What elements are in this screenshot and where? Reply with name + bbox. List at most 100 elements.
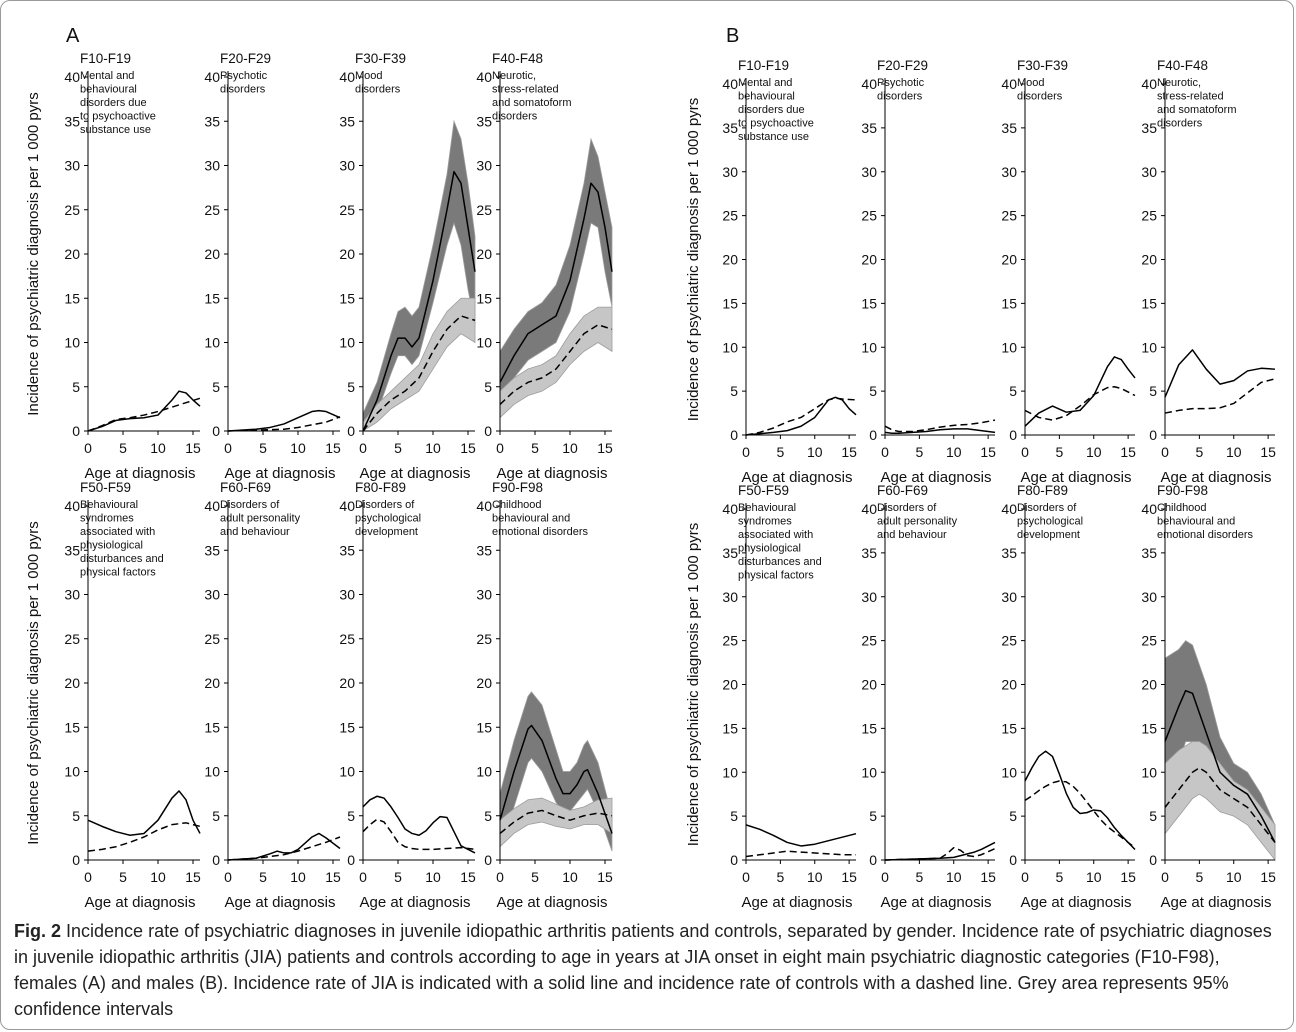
y-tick-label: 40 <box>1141 501 1157 517</box>
x-tick-label: 15 <box>597 869 613 885</box>
y-tick-label: 35 <box>476 542 492 558</box>
category-line: disturbances and <box>738 556 822 568</box>
y-tick-label: 15 <box>476 290 492 306</box>
subplot-title: F50-F59 <box>738 483 789 498</box>
category-line: Disorders of <box>220 499 280 511</box>
x-tick-label: 15 <box>325 440 341 456</box>
y-tick-label: 30 <box>476 158 492 174</box>
x-tick-label: 15 <box>460 869 476 885</box>
x-tick-label: 0 <box>1021 444 1029 460</box>
y-tick-label: 25 <box>722 633 738 649</box>
category-line: physical factors <box>738 570 814 582</box>
y-tick-label: 35 <box>204 113 220 129</box>
subplot-title: F30-F39 <box>1017 58 1068 73</box>
subplot-title: F80-F89 <box>1017 483 1068 498</box>
y-tick-label: 10 <box>339 764 355 780</box>
category-line: syndromes <box>738 516 792 528</box>
x-tick-label: 0 <box>224 869 232 885</box>
category-line: disorders <box>1157 118 1203 130</box>
x-tick-label: 15 <box>1120 869 1136 885</box>
ci-band-dashed <box>499 797 613 848</box>
category-line: Disorders of <box>355 499 415 511</box>
y-tick-label: 0 <box>869 852 877 868</box>
y-tick-label: 10 <box>476 335 492 351</box>
y-tick-label: 20 <box>204 675 220 691</box>
x-tick-label: 15 <box>185 440 201 456</box>
y-tick-label: 0 <box>347 852 355 868</box>
x-tick-label: 10 <box>562 440 578 456</box>
y-tick-label: 5 <box>72 379 80 395</box>
y-tick-label: 35 <box>722 120 738 136</box>
y-tick-label: 0 <box>484 423 492 439</box>
category-line: Behavioural <box>738 502 796 514</box>
y-tick-label: 35 <box>204 542 220 558</box>
y-tick-label: 5 <box>212 808 220 824</box>
subplot-a-f20-f29: 0 5 10 15 20 25 30 35 40 0 5 10 15 Age at diagnosis F2… <box>204 51 341 482</box>
series-line-dashed <box>227 416 341 432</box>
category-line: substance use <box>738 131 809 143</box>
y-tick-label: 30 <box>339 587 355 603</box>
x-axis-label: Age at diagnosis <box>85 465 196 482</box>
x-tick-label: 0 <box>359 869 367 885</box>
category-line: disorders <box>877 91 923 103</box>
x-axis-label: Age at diagnosis <box>1021 469 1132 486</box>
subplot-a-f50-f59: 0 5 10 15 20 25 30 35 40 0 5 10 15 Age at diagnosis F5… <box>64 480 201 911</box>
subplot-title: F10-F19 <box>738 58 789 73</box>
subplot-b-f50-f59: 0 5 10 15 20 25 30 35 40 0 5 10 15 Age at diagnosis F5… <box>722 483 857 911</box>
series-line-dashed <box>87 822 201 852</box>
category-line: substance use <box>80 124 151 136</box>
y-tick-label: 30 <box>1001 589 1017 605</box>
x-tick-label: 10 <box>807 869 823 885</box>
x-tick-label: 0 <box>742 869 750 885</box>
category-line: psychological <box>355 513 421 525</box>
x-tick-label: 10 <box>150 869 166 885</box>
series-line-solid <box>227 409 341 432</box>
y-tick-label: 15 <box>1001 295 1017 311</box>
y-tick-label: 40 <box>861 501 877 517</box>
y-tick-label: 40 <box>339 498 355 514</box>
y-tick-label: 15 <box>339 290 355 306</box>
x-tick-label: 15 <box>1260 444 1276 460</box>
figure-chart: A B 0 5 10 15 20 25 30 35 40 0 5 10 15 Age at diagnosis… <box>25 25 1276 911</box>
y-tick-label: 15 <box>1141 295 1157 311</box>
category-line: disorders due <box>80 97 147 109</box>
y-tick-label: 20 <box>1141 677 1157 693</box>
y-tick-label: 30 <box>722 164 738 180</box>
y-tick-label: 40 <box>1001 501 1017 517</box>
y-tick-label: 5 <box>1009 808 1017 824</box>
figure-caption: Fig. 2 Incidence rate of psychiatric dia… <box>14 918 1276 1022</box>
x-tick-label: 15 <box>980 444 996 460</box>
series-line-solid <box>1024 750 1136 850</box>
category-line: and somatoform <box>492 97 571 109</box>
x-tick-label: 5 <box>259 869 267 885</box>
x-axis-label: Age at diagnosis <box>742 894 853 911</box>
subplot-a-f10-f19: 0 5 10 15 20 25 30 35 40 0 5 10 15 Age at diagnosis F1… <box>64 51 201 482</box>
y-tick-label: 10 <box>204 335 220 351</box>
category-line: and behaviour <box>220 526 290 538</box>
category-line: to psychoactive <box>738 118 814 130</box>
series-line-solid <box>87 790 201 836</box>
y-tick-label: 40 <box>339 69 355 85</box>
x-tick-label: 5 <box>394 869 402 885</box>
y-tick-label: 10 <box>64 335 80 351</box>
y-tick-label: 20 <box>1001 677 1017 693</box>
y-tick-label: 15 <box>476 719 492 735</box>
subplot-title: F40-F48 <box>1157 58 1208 73</box>
y-tick-label: 5 <box>1149 383 1157 399</box>
x-tick-label: 0 <box>881 444 889 460</box>
y-tick-label: 0 <box>212 852 220 868</box>
x-tick-label: 15 <box>460 440 476 456</box>
category-line: and somatoform <box>1157 104 1236 116</box>
y-tick-label: 0 <box>1149 852 1157 868</box>
subplot-title: F10-F19 <box>80 51 131 66</box>
y-tick-label: 20 <box>861 252 877 268</box>
subplot-b-f40-f48: 0 5 10 15 20 25 30 35 40 0 5 10 15 Age at diagnosis F4… <box>1141 58 1276 486</box>
y-tick-label: 40 <box>1141 76 1157 92</box>
category-line: physical factors <box>80 567 156 579</box>
y-tick-label: 10 <box>861 339 877 355</box>
x-axis-label: Age at diagnosis <box>881 469 992 486</box>
series-line-solid <box>227 832 341 861</box>
y-tick-label: 5 <box>730 383 738 399</box>
y-tick-label: 40 <box>64 69 80 85</box>
